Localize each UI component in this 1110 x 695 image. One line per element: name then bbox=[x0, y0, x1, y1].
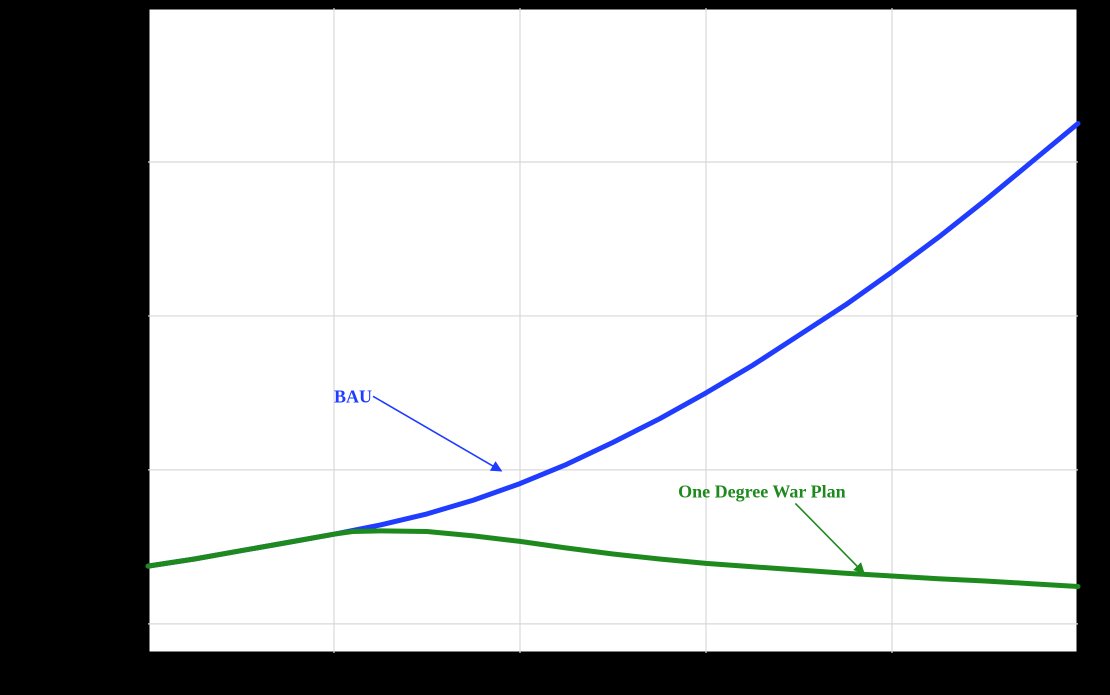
series-layer bbox=[145, 121, 1081, 589]
annotation-label-0: BAU bbox=[334, 386, 372, 406]
x-tick-label-2040: 2040 bbox=[498, 670, 542, 695]
y-tick-label-280: 280 bbox=[87, 611, 120, 636]
annotation-label-1: One Degree War Plan bbox=[678, 481, 845, 501]
x-tick-label-2080: 2080 bbox=[870, 670, 914, 695]
y-axis-label: Parts per million of CO2e bbox=[10, 204, 35, 431]
gridlines bbox=[148, 8, 1078, 653]
y-tick-label-840: 840 bbox=[87, 303, 120, 328]
annotations: BAU One Degree War Plan bbox=[334, 386, 865, 575]
x-tick-label-2000: 2000 bbox=[126, 670, 170, 695]
annotation-arrow-1 bbox=[794, 502, 865, 575]
x-tick-label-2020: 2020 bbox=[312, 670, 356, 695]
series-line-one-degree-war-plan bbox=[145, 528, 1081, 589]
plot-area bbox=[146, 6, 1080, 655]
y-tick-label-1400: 1,400 bbox=[71, 0, 121, 20]
annotation-arrow-0 bbox=[372, 395, 503, 472]
y-tick-label-1120: 1,120 bbox=[71, 149, 121, 174]
x-tick-label-2060: 2060 bbox=[684, 670, 728, 695]
x-tick-label-2100: 2100 bbox=[1056, 670, 1100, 695]
y-tick-labels: 280 560 840 1,120 1,400 bbox=[71, 0, 121, 636]
y-tick-label-560: 560 bbox=[87, 457, 120, 482]
x-tick-labels: 2000 2020 2040 2060 2080 2100 bbox=[126, 670, 1100, 695]
